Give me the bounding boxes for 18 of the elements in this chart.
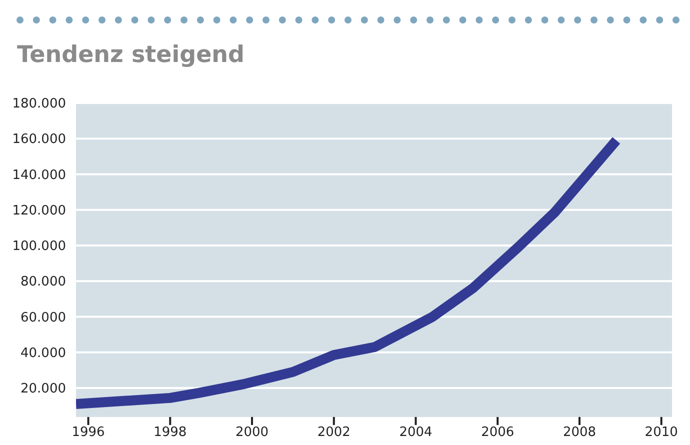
y-tick-label: 80.000 [20, 274, 66, 290]
y-tick-label: 100.000 [12, 239, 66, 254]
y-tick-label: 160.000 [12, 132, 66, 148]
y-tick-label: 20.000 [20, 382, 66, 397]
y-tick-label: 140.000 [12, 168, 66, 183]
x-tick-label: 2004 [399, 425, 432, 440]
chart-title: Tendenz steigend [17, 42, 245, 68]
y-tick-label: 120.000 [12, 203, 66, 218]
x-tick-label: 2010 [644, 425, 678, 440]
x-tick-label: 2006 [481, 425, 514, 440]
y-tick-label: 60.000 [20, 310, 66, 326]
x-tick-label: 1998 [154, 425, 187, 440]
y-tick-label: 180.000 [12, 96, 66, 112]
y-tick-label: 40.000 [20, 346, 66, 361]
x-tick-label: 2002 [317, 425, 350, 440]
x-tick-label: 1996 [72, 425, 105, 440]
x-tick-label: 2008 [562, 425, 596, 440]
x-tick-label: 2000 [235, 425, 269, 440]
